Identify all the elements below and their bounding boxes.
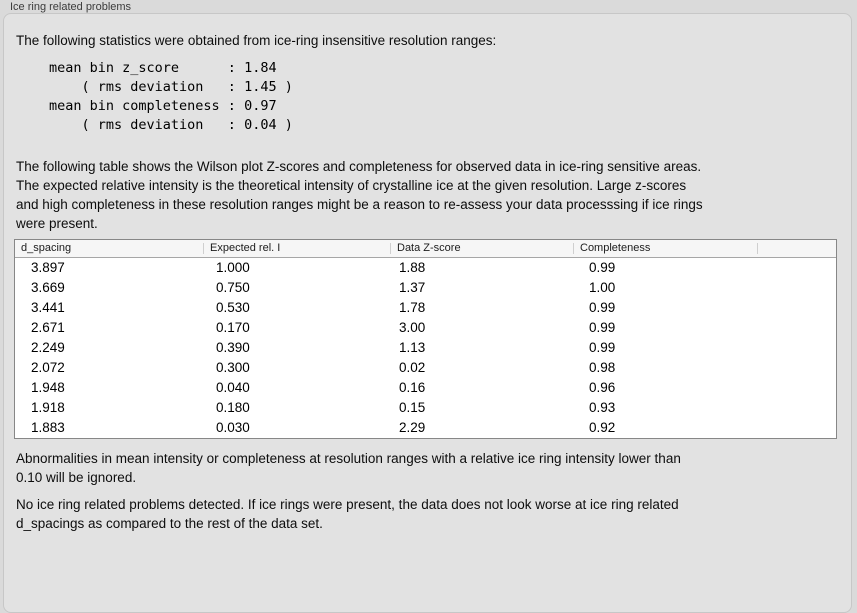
table-cell: 1.00: [589, 280, 616, 295]
table-description-text: The following table shows the Wilson plo…: [16, 159, 703, 231]
column-header-d-spacing[interactable]: d_spacing: [15, 240, 204, 257]
table-row[interactable]: 2.671 0.170 3.00 0.99: [15, 318, 836, 338]
table-cell: 1.78: [399, 300, 426, 315]
table-cell: 0.530: [216, 300, 250, 315]
table-cell: 3.00: [399, 320, 426, 335]
table-cell: 3.897: [31, 260, 65, 275]
table-row[interactable]: 3.669 0.750 1.37 1.00: [15, 278, 836, 298]
column-header-completeness[interactable]: Completeness: [574, 240, 758, 257]
ignore-note-text: Abnormalities in mean intensity or compl…: [16, 451, 681, 485]
table-row[interactable]: 1.948 0.040 0.16 0.96: [15, 378, 836, 398]
table-cell: 1.000: [216, 260, 250, 275]
ice-ring-panel: The following statistics were obtained f…: [3, 13, 852, 613]
table-cell: 0.16: [399, 380, 426, 395]
ice-ring-table: d_spacing Expected rel. I Data Z-score C…: [14, 239, 837, 439]
column-header-filler: [758, 240, 836, 257]
table-row[interactable]: 1.918 0.180 0.15 0.93: [15, 398, 836, 418]
table-cell: 0.040: [216, 380, 250, 395]
table-cell: 3.669: [31, 280, 65, 295]
panel-title: Ice ring related problems: [10, 1, 132, 13]
table-row[interactable]: 3.897 1.000 1.88 0.99: [15, 258, 836, 278]
table-cell: 0.99: [589, 320, 616, 335]
table-cell: 1.13: [399, 340, 426, 355]
table-row[interactable]: 2.249 0.390 1.13 0.99: [15, 338, 836, 358]
column-header-data-z-score[interactable]: Data Z-score: [391, 240, 574, 257]
table-cell: 1.88: [399, 260, 426, 275]
table-cell: 0.15: [399, 400, 426, 415]
table-row[interactable]: 2.072 0.300 0.02 0.98: [15, 358, 836, 378]
table-header-row: d_spacing Expected rel. I Data Z-score C…: [15, 240, 836, 258]
table-cell: 0.180: [216, 400, 250, 415]
table-cell: 0.93: [589, 400, 616, 415]
table-cell: 1.883: [31, 420, 65, 435]
stats-values-block: mean bin z_score : 1.84 ( rms deviation …: [49, 60, 293, 133]
table-cell: 0.030: [216, 420, 250, 435]
table-cell: 0.99: [589, 260, 616, 275]
conclusion-text: No ice ring related problems detected. I…: [16, 497, 679, 531]
table-cell: 0.750: [216, 280, 250, 295]
table-cell: 0.96: [589, 380, 616, 395]
table-row[interactable]: 3.441 0.530 1.78 0.99: [15, 298, 836, 318]
table-cell: 0.98: [589, 360, 616, 375]
table-cell: 0.170: [216, 320, 250, 335]
table-cell: 2.29: [399, 420, 426, 435]
table-cell: 2.072: [31, 360, 65, 375]
table-body: 3.897 1.000 1.88 0.99 3.669 0.750 1.37 1.00 3.44…: [15, 258, 836, 438]
column-header-expected-rel-i[interactable]: Expected rel. I: [204, 240, 391, 257]
table-cell: 0.300: [216, 360, 250, 375]
table-cell: 0.390: [216, 340, 250, 355]
table-cell: 1.948: [31, 380, 65, 395]
table-cell: 1.37: [399, 280, 426, 295]
table-cell: 0.92: [589, 420, 616, 435]
table-cell: 0.99: [589, 340, 616, 355]
table-cell: 2.249: [31, 340, 65, 355]
table-row[interactable]: 1.883 0.030 2.29 0.92: [15, 418, 836, 438]
table-cell: 0.02: [399, 360, 426, 375]
table-cell: 2.671: [31, 320, 65, 335]
table-cell: 3.441: [31, 300, 65, 315]
table-cell: 0.99: [589, 300, 616, 315]
stats-intro-text: The following statistics were obtained f…: [16, 33, 497, 48]
table-cell: 1.918: [31, 400, 65, 415]
